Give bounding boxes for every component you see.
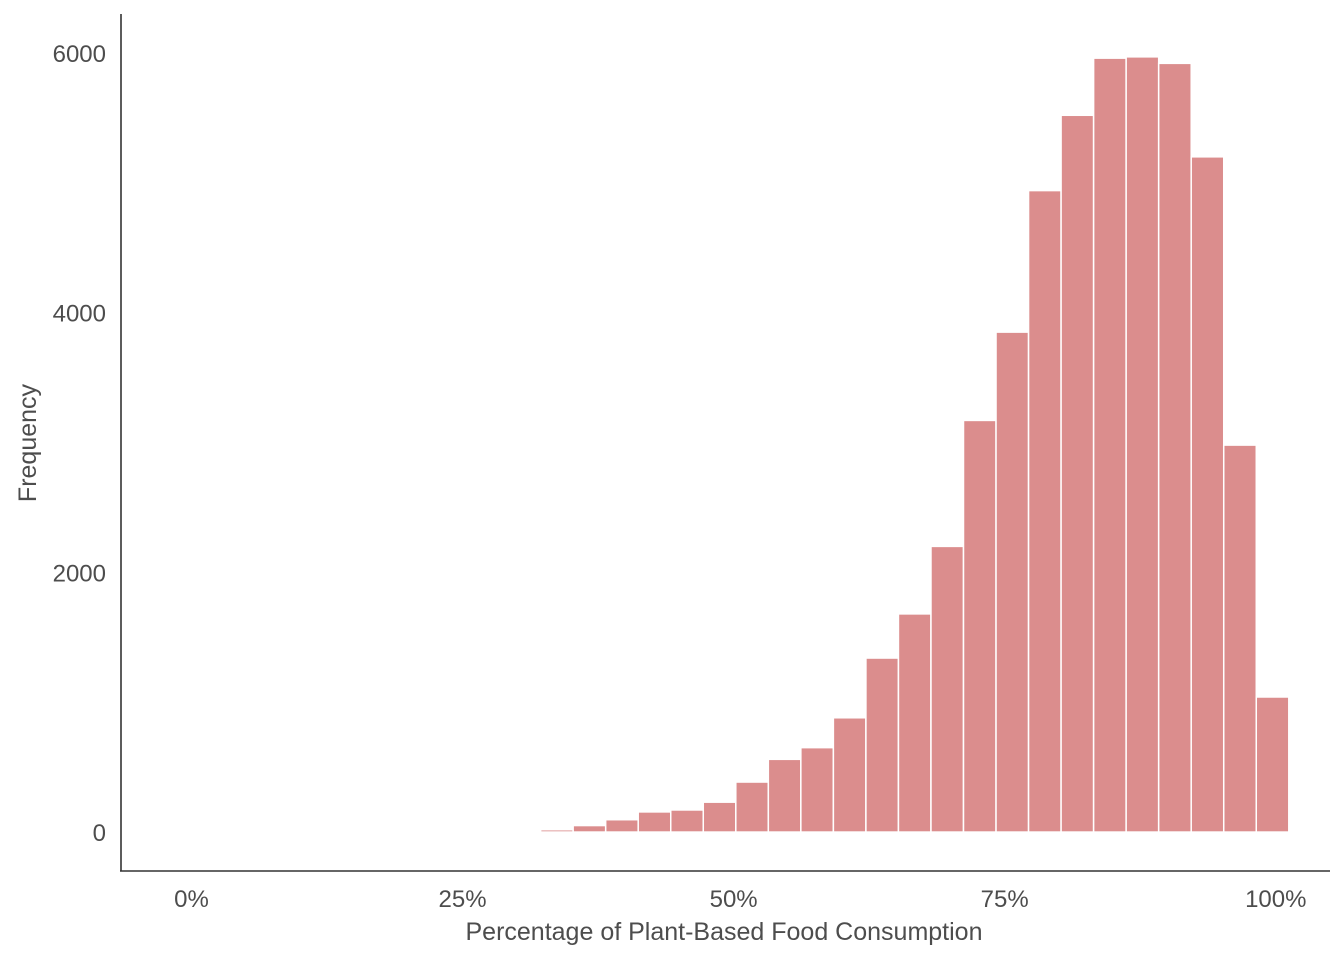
histogram-bar (832, 717, 867, 833)
x-tick-labels: 0% 25% 50% 75% 100% (174, 886, 1306, 913)
histogram-bar (962, 419, 997, 833)
x-tick-label: 25% (439, 886, 487, 913)
histogram-bar (865, 657, 900, 833)
histogram-bar (572, 824, 607, 833)
histogram-bar (897, 613, 932, 833)
histogram-bar (637, 811, 672, 833)
histogram-bar (1125, 56, 1160, 833)
x-tick-label: 100% (1245, 886, 1306, 913)
y-tick-label: 6000 (53, 41, 106, 68)
histogram-bar (1222, 444, 1258, 833)
histogram-bar (800, 746, 835, 833)
histogram-bar (604, 818, 639, 833)
x-tick-label: 50% (710, 886, 758, 913)
histogram-bar (735, 781, 770, 833)
x-tick-label: 75% (981, 886, 1029, 913)
histogram-bar (507, 830, 542, 833)
histogram-bar (377, 829, 412, 833)
x-axis-title: Percentage of Plant-Based Food Consumpti… (466, 918, 983, 946)
histogram-bar (995, 331, 1030, 833)
histogram-bar (767, 758, 802, 833)
histogram-bar (702, 801, 737, 833)
histogram-bar (1027, 189, 1062, 833)
histogram-bar (1092, 57, 1127, 833)
x-tick-label: 0% (174, 886, 209, 913)
bars-group (377, 56, 1290, 833)
y-tick-label: 4000 (53, 301, 106, 328)
histogram-bar (669, 809, 705, 833)
y-axis-title: Frequency (14, 383, 42, 502)
histogram-bar (1190, 156, 1225, 833)
histogram-bar (1255, 696, 1290, 833)
y-tick-label: 0 (93, 820, 106, 847)
y-tick-labels: 0 2000 4000 6000 (53, 41, 106, 847)
y-tick-label: 2000 (53, 560, 106, 587)
histogram-bar (539, 828, 574, 833)
histogram-bar (1060, 114, 1095, 833)
histogram-bar (1157, 62, 1192, 833)
histogram-bar (930, 545, 965, 833)
